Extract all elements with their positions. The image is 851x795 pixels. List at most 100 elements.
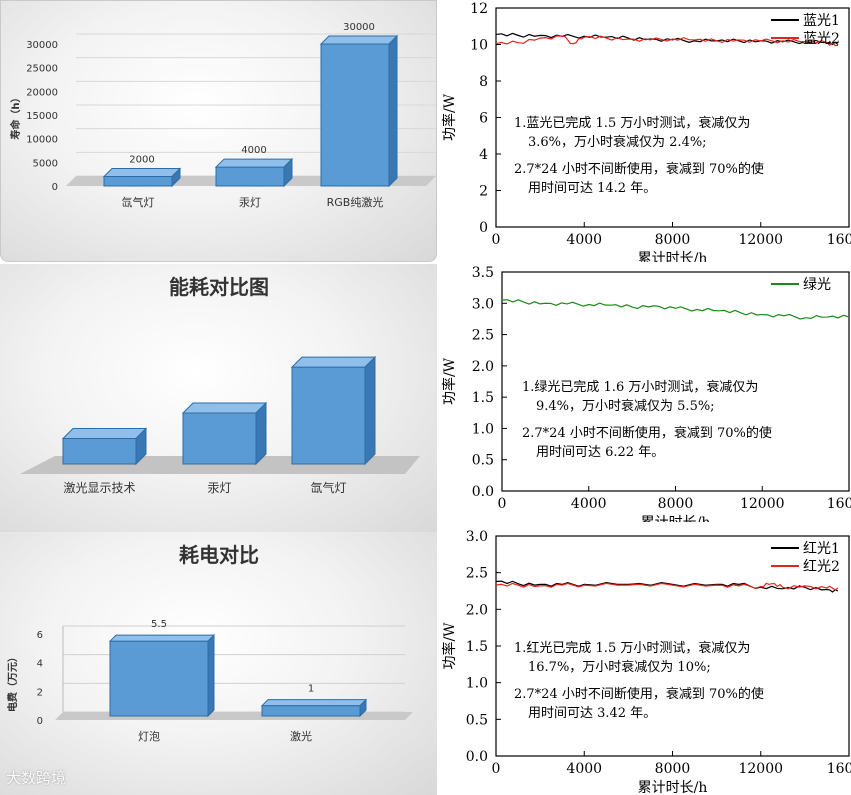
x-tick-label: 灯泡 bbox=[138, 729, 160, 743]
series-line bbox=[495, 582, 839, 591]
legend-label: 红光1 bbox=[803, 541, 840, 557]
x-tick-label: 12000 bbox=[740, 496, 785, 512]
annotation-text: 用时间可达 6.22 年。 bbox=[536, 445, 664, 460]
bar-top bbox=[61, 428, 148, 439]
data-label: 2000 bbox=[129, 155, 154, 166]
y-tick-label: 0 bbox=[37, 716, 43, 727]
y-tick-label: 10 bbox=[470, 38, 488, 54]
green-light-line-chart: 0.0 0.5 1.0 1.5 2.0 2.5 3.0 3.5 0 4000 8000 12000 16… bbox=[441, 265, 851, 522]
bar-front bbox=[62, 438, 137, 465]
blue-light-line-chart: 0 2 4 6 8 10 12 0 4000 8000 12000 16000 累计时长/h 功率/W 蓝光… bbox=[441, 1, 851, 262]
bar-top bbox=[181, 402, 268, 414]
x-axis-label: 累计时长/h bbox=[638, 251, 708, 262]
bar-front bbox=[215, 166, 285, 187]
bar-front bbox=[261, 705, 361, 717]
bar-top bbox=[260, 699, 368, 707]
power-cost-bar-chart: 耗电对比 0 2 4 6 电费（万元） 5.5 灯泡 1 激光 bbox=[6, 543, 413, 743]
bar-top bbox=[108, 634, 216, 642]
blue-light-chart-panel: 0 2 4 6 8 10 12 0 4000 8000 12000 16000 累计时长/h 功率/W 蓝光… bbox=[440, 0, 851, 262]
y-tick-label: 15000 bbox=[26, 111, 58, 122]
annotation-text: 1.绿光已完成 1.6 万小时测试，衰减仅为 bbox=[522, 379, 758, 395]
data-label: 4000 bbox=[241, 145, 266, 156]
data-label: 30000 bbox=[343, 22, 375, 33]
y-tick-label: 2.5 bbox=[472, 328, 494, 344]
x-tick-label: 4000 bbox=[566, 761, 602, 777]
bar-top bbox=[319, 35, 399, 45]
x-tick-label: 16000 bbox=[827, 232, 851, 248]
red-light-line-chart: 0.0 0.5 1.0 1.5 2.0 2.5 3.0 0 4000 8000 12000 16000… bbox=[441, 529, 851, 795]
y-tick-label: 2 bbox=[479, 184, 488, 200]
y-tick-label: 0.5 bbox=[472, 453, 494, 469]
x-tick-label: RGB纯激光 bbox=[327, 195, 384, 209]
legend-label: 红光2 bbox=[803, 559, 840, 575]
y-tick-label: 0.0 bbox=[466, 749, 488, 765]
y-tick-label: 30000 bbox=[26, 40, 58, 51]
bar-side bbox=[283, 157, 293, 188]
x-tick-label: 16000 bbox=[827, 761, 851, 777]
x-axis-label: 累计时长/h bbox=[638, 780, 708, 795]
annotation-text: 9.4%，万小时衰减仅为 5.5%; bbox=[536, 398, 715, 414]
y-tick-label: 3.5 bbox=[472, 265, 494, 281]
y-tick-label: 3.0 bbox=[472, 296, 494, 312]
y-tick-label: 20000 bbox=[26, 87, 58, 98]
data-label: 1 bbox=[308, 684, 314, 695]
y-tick-label: 6 bbox=[479, 111, 488, 127]
y-axis-label: 功率/W bbox=[441, 93, 458, 141]
bar-top bbox=[102, 168, 182, 178]
bar-side bbox=[359, 698, 367, 718]
x-tick-label: 12000 bbox=[738, 761, 783, 777]
x-tick-label: 氙气灯 bbox=[122, 195, 155, 209]
bar-front bbox=[291, 366, 366, 465]
x-tick-label: 16000 bbox=[827, 496, 851, 512]
y-tick-label: 0 bbox=[479, 220, 488, 236]
y-tick-label: 4 bbox=[479, 147, 488, 163]
y-tick-label: 1.0 bbox=[472, 421, 494, 437]
data-label: 5.5 bbox=[151, 619, 167, 630]
bar-front bbox=[182, 412, 257, 465]
bar-side bbox=[171, 167, 181, 188]
lifespan-bar-chart: 0 5000 10000 15000 20000 25000 30000 寿命（h） 2000 氙… bbox=[9, 22, 436, 209]
y-tick-label: 10000 bbox=[26, 135, 58, 146]
bar-side bbox=[255, 401, 267, 466]
legend-label: 蓝光2 bbox=[803, 31, 840, 47]
y-tick-label: 8 bbox=[479, 74, 488, 90]
bar-front bbox=[103, 176, 173, 187]
bar-side bbox=[207, 633, 215, 718]
power-cost-chart-panel: 耗电对比 0 2 4 6 电费（万元） 5.5 灯泡 1 激光 bbox=[0, 532, 437, 795]
y-tick-label: 0.5 bbox=[466, 712, 488, 728]
annotation-text: 16.7%，万小时衰减仅为 10%; bbox=[528, 659, 711, 675]
y-tick-label: 5000 bbox=[33, 158, 58, 169]
annotation-text: 用时间可达 14.2 年。 bbox=[528, 181, 656, 196]
x-tick-label: 0 bbox=[498, 496, 507, 512]
x-tick-label: 8000 bbox=[655, 761, 691, 777]
bar-top bbox=[290, 356, 377, 368]
x-tick-label: 4000 bbox=[566, 232, 602, 248]
y-tick-label: 1.0 bbox=[466, 676, 488, 692]
chart-title: 能耗对比图 bbox=[169, 275, 269, 299]
bar-front bbox=[109, 640, 209, 717]
annotation-text: 2.7*24 小时不间断使用，衰减到 70%的使 bbox=[514, 686, 764, 702]
y-tick-label: 1.5 bbox=[472, 390, 494, 406]
y-tick-label: 2.0 bbox=[472, 359, 494, 375]
series-line bbox=[501, 299, 850, 320]
x-tick-label: 8000 bbox=[658, 496, 694, 512]
y-axis-label: 电费（万元） bbox=[6, 652, 19, 712]
legend-label: 绿光 bbox=[803, 277, 831, 293]
x-axis-label: 累计时长/h bbox=[641, 515, 711, 522]
x-tick-label: 0 bbox=[492, 761, 501, 777]
y-axis-label: 功率/W bbox=[441, 357, 458, 405]
x-tick-label: 4000 bbox=[571, 496, 607, 512]
y-tick-label: 1.5 bbox=[466, 639, 488, 655]
annotation-text: 1.红光已完成 1.5 万小时测试，衰减仅为 bbox=[514, 640, 750, 656]
green-light-chart-panel: 0.0 0.5 1.0 1.5 2.0 2.5 3.0 3.5 0 4000 8000 12000 16… bbox=[440, 264, 851, 522]
series-line bbox=[495, 35, 839, 47]
bar-side bbox=[364, 355, 376, 466]
y-tick-label: 3.0 bbox=[466, 529, 488, 545]
x-tick-label: 12000 bbox=[738, 232, 783, 248]
legend-label: 蓝光1 bbox=[803, 13, 840, 29]
energy-chart-panel: 能耗对比图 激光显示技术 汞灯 氙气灯 bbox=[0, 264, 437, 532]
bar-front bbox=[320, 43, 390, 187]
y-axis-label: 寿命（h） bbox=[9, 92, 22, 139]
x-tick-label: 8000 bbox=[655, 232, 691, 248]
